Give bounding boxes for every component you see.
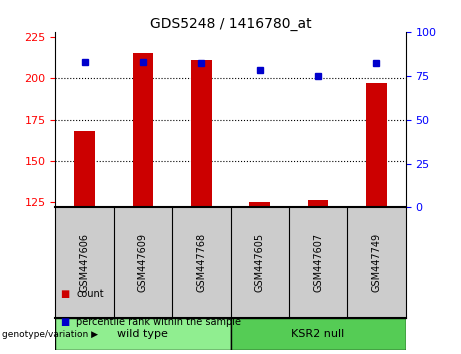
Text: genotype/variation ▶: genotype/variation ▶: [2, 330, 98, 339]
Bar: [191, 60, 212, 207]
Bar: [249, 202, 270, 207]
Text: count: count: [76, 289, 104, 299]
Bar: [133, 53, 153, 207]
Bar: [74, 131, 95, 207]
Text: ■: ■: [60, 289, 69, 299]
Text: GSM447768: GSM447768: [196, 233, 207, 292]
Text: GSM447607: GSM447607: [313, 233, 323, 292]
Text: GSM447749: GSM447749: [372, 233, 382, 292]
Bar: [230, 318, 406, 350]
Bar: [55, 318, 230, 350]
Text: GSM447605: GSM447605: [254, 233, 265, 292]
Text: GSM447609: GSM447609: [138, 233, 148, 292]
Bar: [366, 83, 387, 207]
Text: KSR2 null: KSR2 null: [291, 329, 345, 339]
Text: percentile rank within the sample: percentile rank within the sample: [76, 317, 241, 327]
Text: GSM447606: GSM447606: [79, 233, 89, 292]
Text: ■: ■: [60, 317, 69, 327]
Title: GDS5248 / 1416780_at: GDS5248 / 1416780_at: [150, 17, 311, 31]
Text: wild type: wild type: [118, 329, 168, 339]
Bar: [308, 200, 328, 207]
